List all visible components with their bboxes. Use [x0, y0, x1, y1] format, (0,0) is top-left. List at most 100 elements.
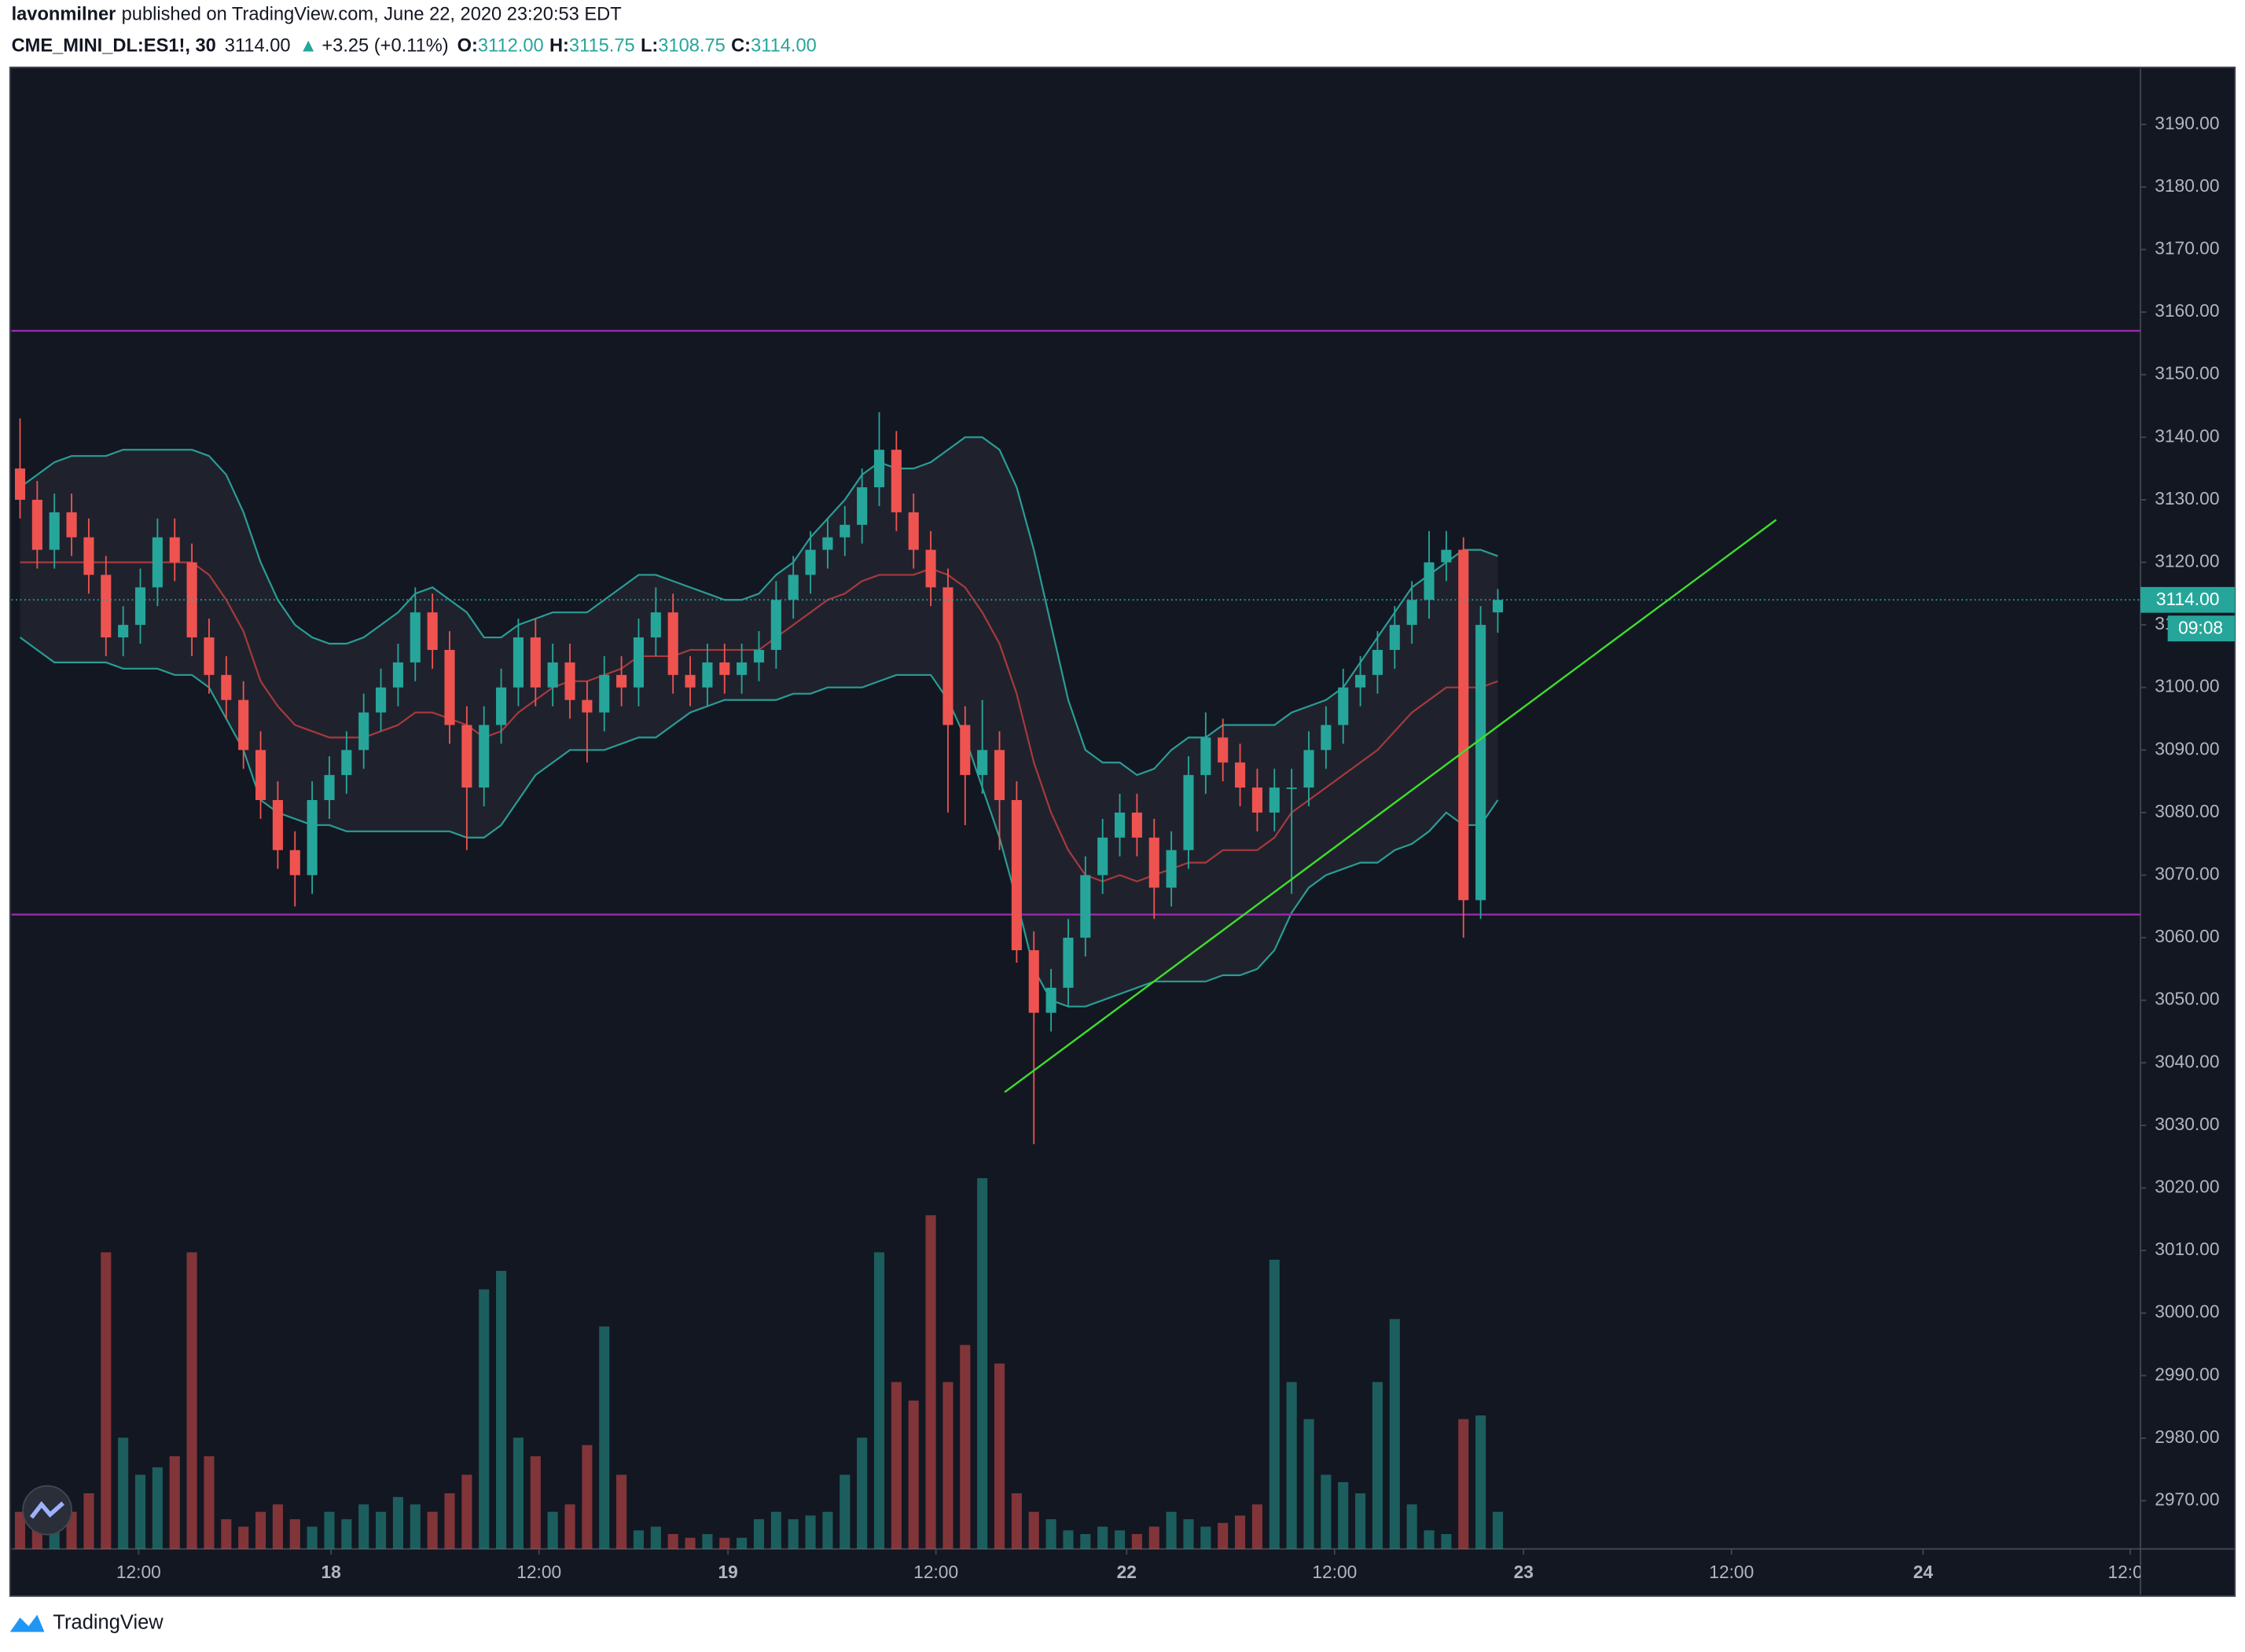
volume-bar	[702, 1533, 713, 1549]
candle-body	[1303, 750, 1314, 788]
volume-bar	[737, 1537, 748, 1549]
candle-body	[1218, 737, 1229, 763]
candle-body	[221, 674, 232, 700]
volume-bar	[1080, 1533, 1091, 1549]
y-tick-label: 2970.00	[2155, 1489, 2219, 1510]
volume-bar	[822, 1511, 833, 1549]
candle-body	[14, 468, 26, 500]
band-lower	[19, 637, 1499, 1008]
y-tick-label: 3010.00	[2155, 1239, 2219, 1259]
candle-body	[479, 725, 490, 788]
x-tick-label: 23	[1514, 1562, 1534, 1582]
candle-body	[427, 612, 438, 650]
candle-body	[341, 750, 352, 776]
x-tick-label: 24	[1913, 1562, 1934, 1582]
brand: TradingView	[53, 1611, 164, 1633]
candle-body	[1251, 787, 1262, 813]
volume-bar	[1372, 1382, 1383, 1549]
author: lavonmilner	[12, 5, 116, 25]
ohlc-label: O:	[457, 36, 478, 57]
candle-body	[908, 512, 919, 550]
candle-body	[1269, 787, 1280, 813]
candle-body	[925, 549, 936, 588]
candle-body	[272, 799, 283, 850]
candle-body	[152, 537, 163, 588]
candle-body	[1355, 674, 1366, 688]
candle-body	[564, 662, 575, 700]
candle-body	[1063, 938, 1074, 988]
volume-bar	[1200, 1526, 1211, 1549]
y-tick-label: 3130.00	[2155, 488, 2219, 508]
ohlc-value: 3112.00	[478, 36, 544, 57]
volume-bar	[324, 1511, 335, 1549]
volume-bar	[496, 1271, 507, 1549]
volume-bar	[1492, 1511, 1504, 1549]
volume-bar	[479, 1289, 490, 1549]
volume-bar	[582, 1445, 593, 1549]
volume-bar	[891, 1382, 902, 1549]
x-tick-label: 12:00	[1709, 1562, 1754, 1582]
candle-body	[857, 486, 868, 525]
plot	[11, 329, 2141, 1549]
candle-body	[1080, 875, 1091, 938]
volume-bar	[1389, 1319, 1400, 1549]
y-tick-label: 3170.00	[2155, 238, 2219, 259]
x-tick-label: 18	[322, 1562, 341, 1582]
candle-body	[822, 537, 833, 550]
candle-body	[1148, 837, 1159, 888]
volume-bar	[994, 1363, 1005, 1549]
candle-body	[204, 637, 215, 675]
volume-bar	[255, 1511, 266, 1549]
volume-bar	[376, 1511, 387, 1549]
candle-body	[101, 575, 112, 638]
volume-bar	[1045, 1519, 1056, 1549]
candle-body	[1131, 812, 1142, 838]
volume-bar	[1218, 1522, 1229, 1549]
candle-body	[324, 775, 335, 800]
candle-body	[770, 600, 781, 650]
candle-body	[1424, 562, 1435, 600]
logo-wave	[29, 1501, 64, 1519]
candle-body	[616, 674, 627, 688]
ohlc-value: 3114.00	[751, 36, 817, 57]
volume-bar	[977, 1178, 988, 1549]
volume-bar	[1406, 1504, 1417, 1549]
candle-body	[461, 725, 472, 788]
candle-body	[1406, 600, 1417, 626]
volume-bar	[530, 1456, 541, 1549]
volume-bar	[1441, 1533, 1452, 1549]
volume-bar	[1131, 1533, 1142, 1549]
time-axis: 12:00 18 12:00 19 12:00 22 12:00 23 12:00 24 12:00	[116, 1548, 2152, 1582]
volume-bar	[667, 1533, 678, 1549]
candle-body	[599, 674, 610, 713]
volume-bar	[599, 1326, 610, 1549]
candle-body	[1011, 799, 1022, 951]
volume-bar	[753, 1519, 765, 1549]
y-tick-label: 3190.00	[2155, 112, 2219, 133]
candle-body	[1166, 850, 1177, 888]
volume-bar	[1424, 1530, 1435, 1549]
x-tick-label: 12:00	[913, 1562, 958, 1582]
volume-bar	[204, 1456, 215, 1549]
volume-bar	[1251, 1504, 1262, 1549]
candle-body	[169, 537, 180, 563]
y-tick-label: 3100.00	[2155, 676, 2219, 696]
candle-body	[1389, 625, 1400, 650]
candle-body	[392, 662, 403, 688]
volume-bar	[719, 1537, 730, 1549]
volume-bar	[1011, 1493, 1022, 1549]
candle-body	[737, 662, 748, 675]
volume-bar	[1475, 1415, 1486, 1549]
x-tick-label: 22	[1117, 1562, 1137, 1582]
volume-bar	[1028, 1511, 1039, 1549]
volume-bar	[1338, 1481, 1349, 1549]
brand-icon	[9, 1614, 45, 1632]
y-tick-label: 3080.00	[2155, 801, 2219, 821]
countdown-box	[2167, 615, 2236, 642]
volume-bar	[1148, 1526, 1159, 1549]
x-tick-label: 12:00	[2107, 1562, 2152, 1582]
candle-body	[1200, 737, 1211, 776]
volume-bar	[118, 1437, 129, 1549]
candle-body	[1458, 549, 1469, 901]
